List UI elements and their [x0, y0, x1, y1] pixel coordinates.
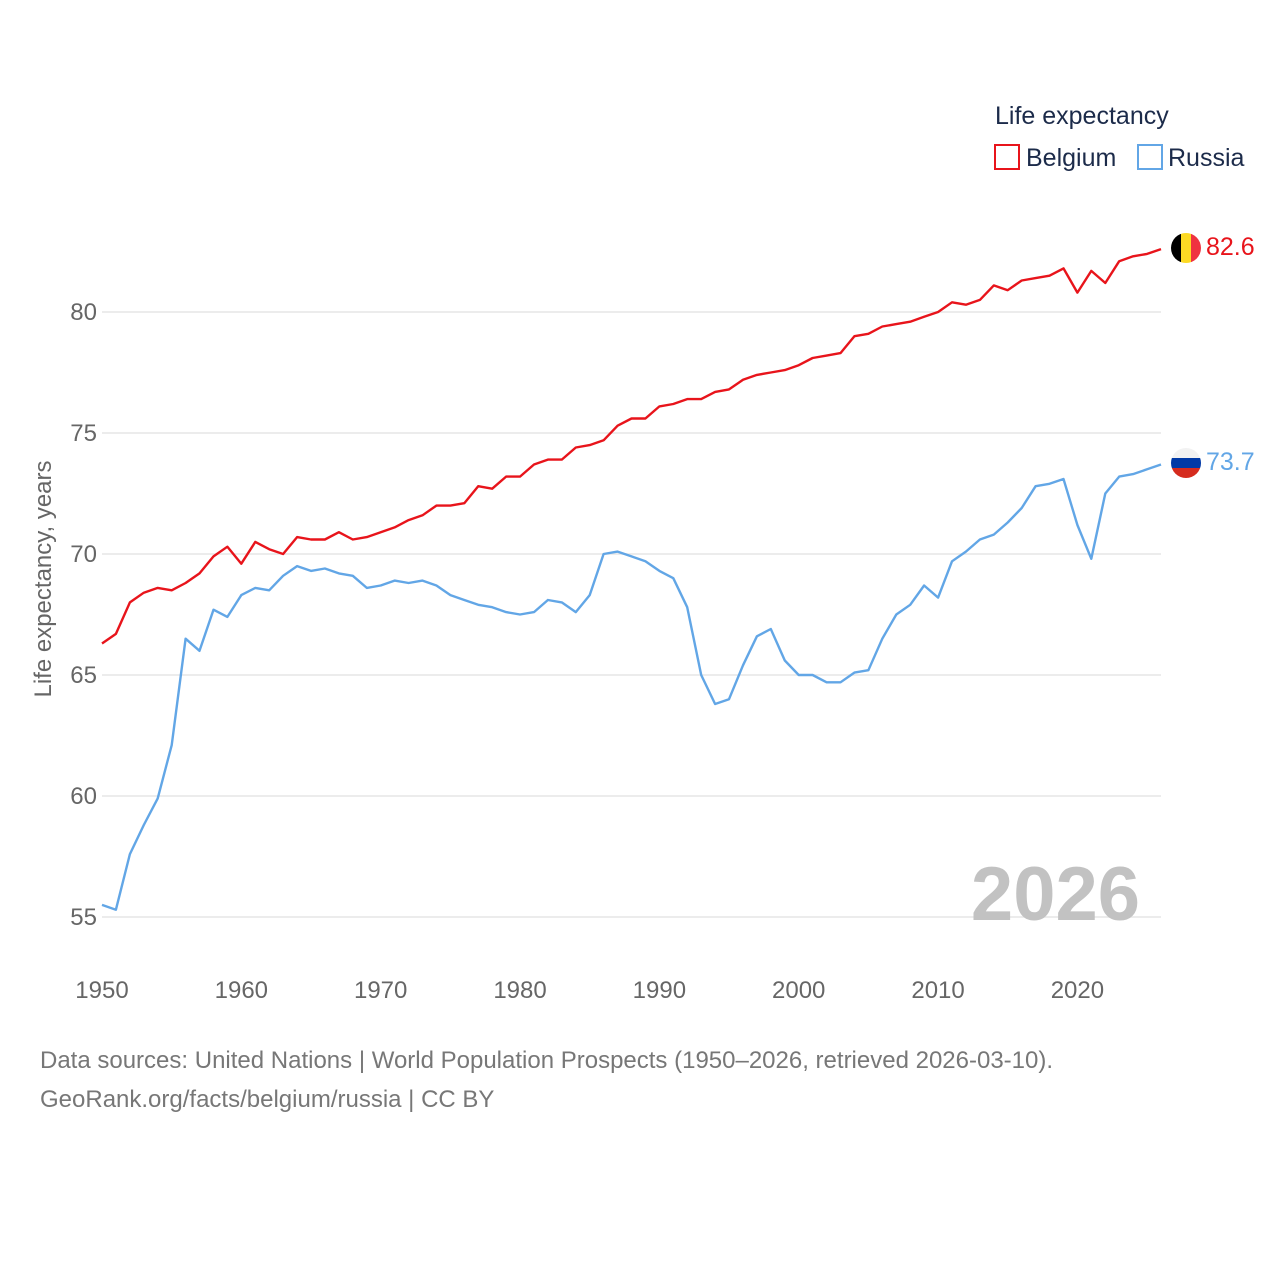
y-axis-label: Life expectancy, years	[30, 460, 57, 697]
legend-label-russia: Russia	[1168, 144, 1245, 172]
y-tick-label: 70	[70, 541, 97, 568]
x-tick-label: 2010	[911, 977, 964, 1004]
x-tick-label: 2020	[1051, 977, 1104, 1004]
y-tick-label: 65	[70, 662, 97, 689]
series-line-belgium	[101, 247, 1162, 645]
legend: Life expectancy Belgium Russia	[994, 102, 1245, 172]
y-axis-ticks: 55 60 65 70 75 80	[70, 299, 97, 931]
belgium-flag-icon	[1171, 233, 1201, 263]
x-tick-label: 1980	[493, 977, 546, 1004]
russia-flag-icon	[1171, 448, 1201, 478]
x-tick-label: 1970	[354, 977, 407, 1004]
y-tick-label: 60	[70, 783, 97, 810]
data-source-note: Data sources: United Nations | World Pop…	[40, 1047, 1054, 1074]
x-axis-ticks: 1950 1960 1970 1980 1990 2000 2010 2020	[75, 977, 1104, 1004]
x-tick-label: 1950	[75, 977, 128, 1004]
credit-note: GeoRank.org/facts/belgium/russia | CC BY	[40, 1086, 495, 1113]
legend-swatch-belgium	[994, 144, 1020, 170]
legend-label-belgium: Belgium	[1026, 144, 1116, 172]
gridlines	[102, 311, 1161, 918]
year-watermark: 2026	[971, 852, 1140, 937]
end-label-russia: 73.7	[1206, 448, 1255, 476]
line-chart: 55 60 65 70 75 80 1950 1960 1970 1980 1990 2000 201…	[30, 102, 1255, 1004]
y-tick-label: 55	[70, 904, 97, 931]
x-tick-label: 1960	[215, 977, 268, 1004]
y-tick-label: 80	[70, 299, 97, 326]
x-tick-label: 2000	[772, 977, 825, 1004]
legend-swatch-russia	[1137, 144, 1163, 170]
y-tick-label: 75	[70, 420, 97, 447]
x-tick-label: 1990	[633, 977, 686, 1004]
legend-title: Life expectancy	[995, 102, 1169, 130]
series-lines	[101, 247, 1162, 911]
end-label-belgium: 82.6	[1206, 233, 1255, 261]
series-line-russia	[101, 463, 1162, 911]
